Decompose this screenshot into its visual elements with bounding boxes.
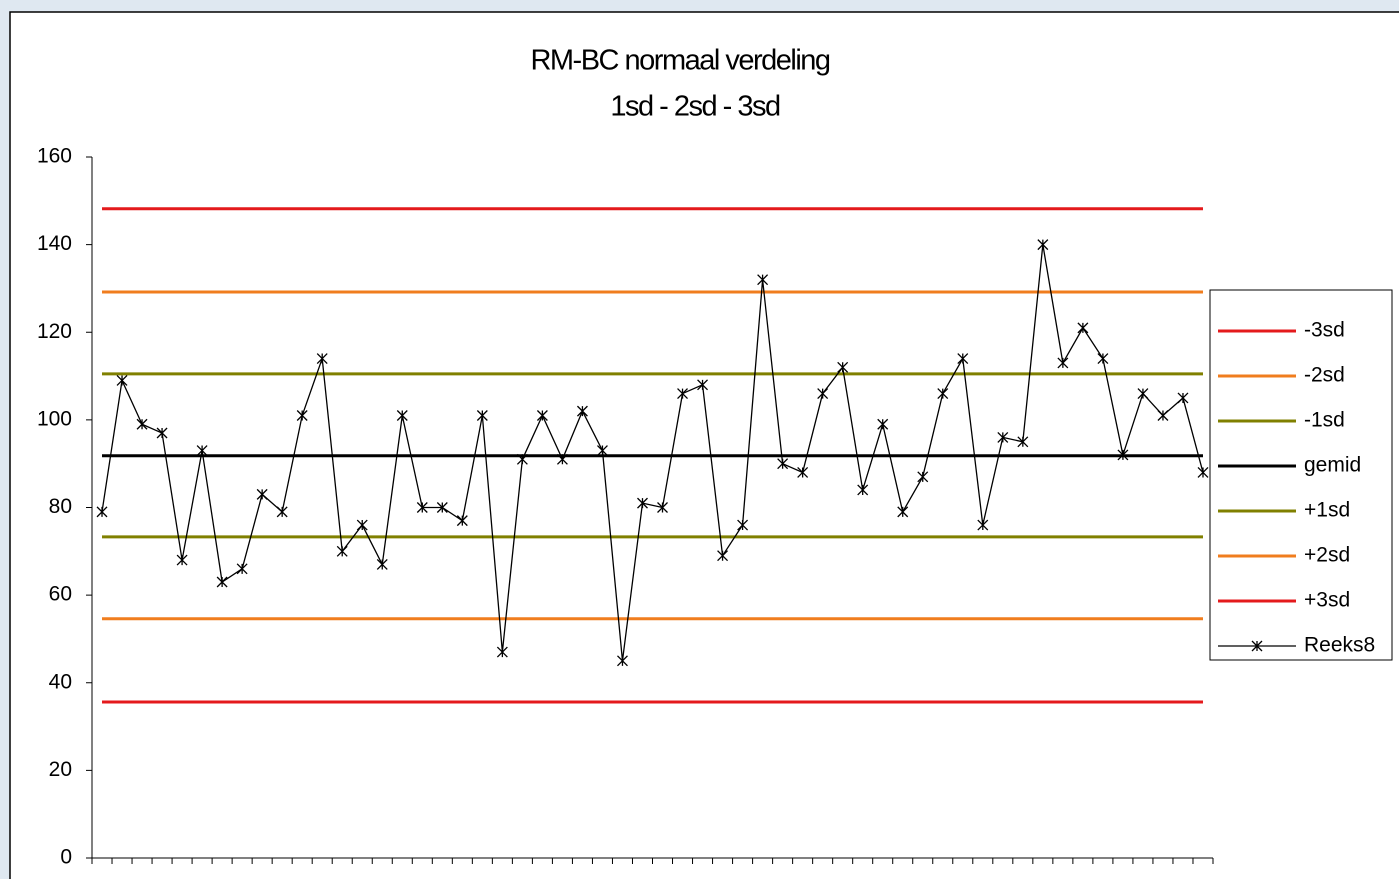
marker <box>296 410 308 421</box>
marker <box>677 388 688 400</box>
legend-label: +3sd <box>1304 589 1350 612</box>
marker <box>316 353 328 364</box>
marker <box>496 646 508 658</box>
marker <box>196 445 208 457</box>
marker <box>1037 239 1049 251</box>
y-tick-label: 120 <box>37 320 72 343</box>
marker <box>456 515 468 527</box>
marker <box>837 361 849 373</box>
marker <box>256 488 268 500</box>
marker <box>697 379 709 391</box>
marker <box>1097 353 1109 364</box>
marker <box>897 506 909 518</box>
marker <box>1197 466 1209 478</box>
marker <box>536 410 548 421</box>
marker <box>757 274 769 286</box>
marker <box>917 471 929 483</box>
marker <box>877 418 889 430</box>
marker <box>556 453 568 465</box>
chart-title: RM-BC normaal verdeling <box>530 45 829 77</box>
marker <box>817 388 829 400</box>
legend-label: -3sd <box>1304 319 1345 342</box>
y-tick-label: 140 <box>37 232 72 255</box>
y-tick-label: 80 <box>49 495 72 518</box>
marker <box>516 453 528 465</box>
marker <box>96 506 108 518</box>
y-tick-label: 0 <box>60 846 72 869</box>
y-tick-label: 100 <box>37 407 72 430</box>
marker <box>136 418 148 430</box>
marker <box>797 466 809 478</box>
legend-label: gemid <box>1304 454 1361 477</box>
marker <box>1057 357 1069 369</box>
marker <box>596 445 608 457</box>
marker <box>276 506 288 518</box>
marker <box>617 655 628 667</box>
marker <box>396 410 408 421</box>
marker <box>1137 388 1149 400</box>
marker <box>637 497 648 509</box>
chart-area <box>9 11 1399 879</box>
marker <box>216 576 228 588</box>
y-tick-label: 160 <box>37 145 72 168</box>
legend-marker <box>1251 640 1263 652</box>
marker <box>176 554 188 566</box>
marker <box>416 502 428 513</box>
marker <box>737 519 749 531</box>
marker <box>236 563 248 575</box>
y-tick-label: 60 <box>49 583 72 606</box>
marker <box>336 545 348 557</box>
marker <box>476 410 488 421</box>
marker <box>1157 410 1169 421</box>
y-tick-label: 40 <box>49 670 72 693</box>
marker <box>777 458 789 470</box>
legend-label: +1sd <box>1304 499 1350 522</box>
marker <box>977 519 989 531</box>
marker <box>1077 322 1089 334</box>
marker <box>576 405 588 417</box>
legend-label: +2sd <box>1304 544 1350 567</box>
legend <box>1209 289 1393 661</box>
marker <box>1177 392 1189 404</box>
marker <box>436 502 448 513</box>
legend-label: -2sd <box>1304 364 1345 387</box>
marker <box>857 484 869 496</box>
marker <box>717 550 729 562</box>
marker <box>116 374 128 386</box>
legend-label: Reeks8 <box>1304 634 1375 657</box>
marker <box>937 388 949 400</box>
marker <box>376 558 388 570</box>
marker <box>356 519 368 531</box>
series-line <box>101 244 1204 661</box>
marker <box>1117 449 1129 461</box>
marker <box>957 353 969 364</box>
marker <box>1017 436 1029 448</box>
marker <box>156 427 168 439</box>
chart-subtitle: 1sd - 2sd - 3sd <box>610 91 780 123</box>
y-tick-label: 20 <box>49 758 72 781</box>
marker <box>657 502 668 513</box>
legend-label: -1sd <box>1304 409 1345 432</box>
marker <box>997 431 1009 443</box>
